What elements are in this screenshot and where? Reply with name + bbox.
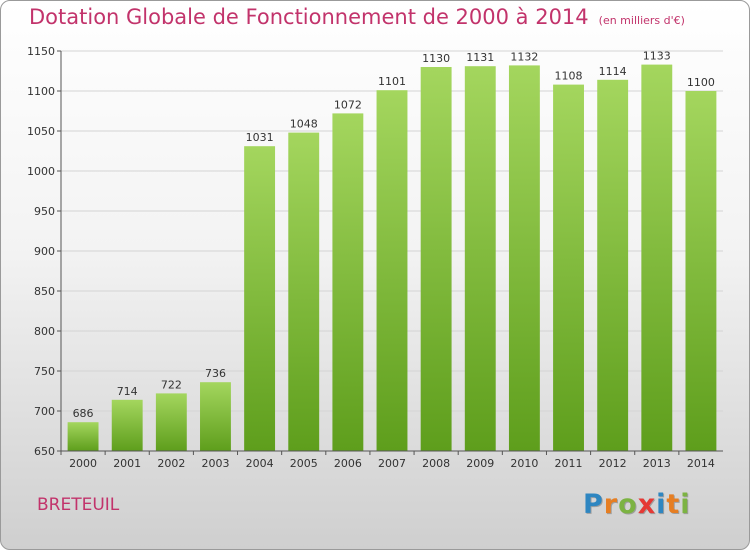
- x-tick-label: 2014: [687, 457, 715, 470]
- data-label-2011: 1108: [555, 70, 583, 83]
- y-tick-label: 1000: [27, 165, 55, 178]
- bar-2010: [508, 65, 540, 452]
- place-name: BRETEUIL: [37, 495, 120, 515]
- data-label-2014: 1100: [687, 76, 715, 89]
- bar-2013: [641, 64, 673, 451]
- data-label-2008: 1130: [422, 52, 450, 65]
- x-tick-label: 2008: [422, 457, 450, 470]
- data-label-2002: 722: [161, 378, 182, 391]
- bar-2004: [244, 146, 276, 451]
- x-tick-label: 2012: [599, 457, 627, 470]
- bar-2001: [111, 399, 143, 451]
- chart-title-text: Dotation Globale de Fonctionnement de 20…: [29, 5, 589, 29]
- logo-letter: t: [666, 489, 681, 520]
- data-label-2005: 1048: [290, 118, 318, 131]
- y-tick-label: 1150: [27, 45, 55, 58]
- x-tick-label: 2010: [510, 457, 538, 470]
- bar-2011: [553, 84, 584, 451]
- x-tick-label: 2001: [113, 457, 141, 470]
- x-tick-label: 2013: [643, 457, 671, 470]
- data-label-2003: 736: [205, 367, 226, 380]
- y-tick-label: 900: [34, 245, 55, 258]
- data-label-2000: 686: [73, 407, 94, 420]
- x-tick-label: 2000: [69, 457, 97, 470]
- chart-subtitle: (en milliers d'€): [598, 14, 685, 27]
- axes: 650 700 750 800 850 900 950 1000 1050 1100 1150 200…: [27, 45, 723, 470]
- bar-2003: [200, 382, 231, 451]
- proxiti-logo: Proxiti: [583, 489, 691, 520]
- x-tick-label: 2003: [201, 457, 229, 470]
- bar-2007: [376, 90, 408, 451]
- logo-letter: i: [656, 489, 667, 520]
- data-label-2001: 714: [117, 385, 138, 398]
- data-label-2006: 1072: [334, 98, 362, 111]
- bar-2008: [420, 67, 452, 451]
- data-label-2010: 1132: [510, 50, 538, 63]
- bar-2002: [155, 393, 187, 451]
- chart-title: Dotation Globale de Fonctionnement de 20…: [29, 5, 685, 29]
- data-label-2009: 1131: [466, 51, 494, 64]
- x-tick-label: 2011: [555, 457, 583, 470]
- x-tick-label: 2004: [246, 457, 274, 470]
- y-tick-label: 950: [34, 205, 55, 218]
- logo-letter: P: [583, 489, 604, 520]
- data-label-2004: 1031: [246, 131, 274, 144]
- x-tick-label: 2007: [378, 457, 406, 470]
- data-label-2007: 1101: [378, 75, 406, 88]
- bar-2005: [288, 132, 320, 451]
- bar-2009: [464, 66, 496, 451]
- y-tick-label: 1050: [27, 125, 55, 138]
- y-tick-label: 850: [34, 285, 55, 298]
- x-tick-label: 2005: [290, 457, 318, 470]
- y-tick-label: 700: [34, 405, 55, 418]
- y-tick-label: 1100: [27, 85, 55, 98]
- data-label-2012: 1114: [599, 65, 627, 78]
- y-tick-label: 650: [34, 445, 55, 458]
- logo-letter: o: [618, 489, 638, 520]
- x-tick-label: 2009: [466, 457, 494, 470]
- logo-letter: x: [637, 489, 657, 520]
- bar-2012: [597, 79, 629, 452]
- x-tick-label: 2002: [157, 457, 185, 470]
- x-tick-label: 2006: [334, 457, 362, 470]
- bar-2006: [332, 113, 364, 452]
- data-label-2013: 1133: [643, 50, 671, 63]
- logo-letter: i: [680, 489, 691, 520]
- y-tick-label: 750: [34, 365, 55, 378]
- bar-2000: [67, 422, 99, 451]
- bar-2014: [685, 91, 717, 451]
- bars: 686 714 722 736 1031 1048 1072 1101 1130 1131 1132…: [67, 50, 717, 452]
- y-tick-label: 800: [34, 325, 55, 338]
- logo-letter: r: [603, 489, 619, 520]
